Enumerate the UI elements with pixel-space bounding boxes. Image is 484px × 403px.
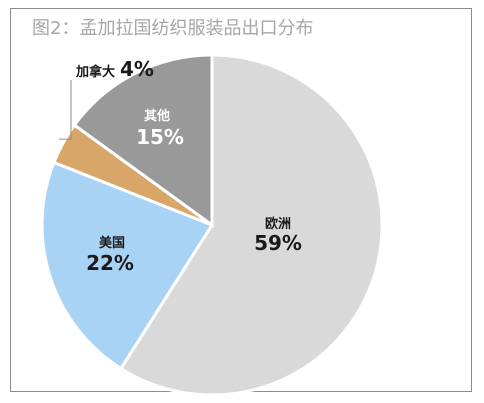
slice-label-name: 美国 — [99, 235, 125, 251]
leader-lines — [59, 80, 72, 140]
slice-label-name: 加拿大 — [75, 64, 115, 80]
pie-slices — [40, 53, 384, 397]
pie-slice-1 — [118, 53, 384, 397]
slice-label-value: 4% — [120, 57, 154, 81]
slice-label-name: 其他 — [144, 108, 170, 124]
slice-label-value: 22% — [86, 251, 134, 275]
chart-title: 图2：孟加拉国纺织服装品出口分布 — [32, 18, 314, 39]
pie-slice-4 — [72, 53, 214, 228]
pie-slice-2 — [40, 160, 215, 371]
slice-label-name: 欧洲 — [265, 216, 291, 232]
slice-label-value: 59% — [254, 231, 302, 255]
slice-label-value: 15% — [136, 125, 184, 149]
leader-line — [59, 80, 72, 140]
